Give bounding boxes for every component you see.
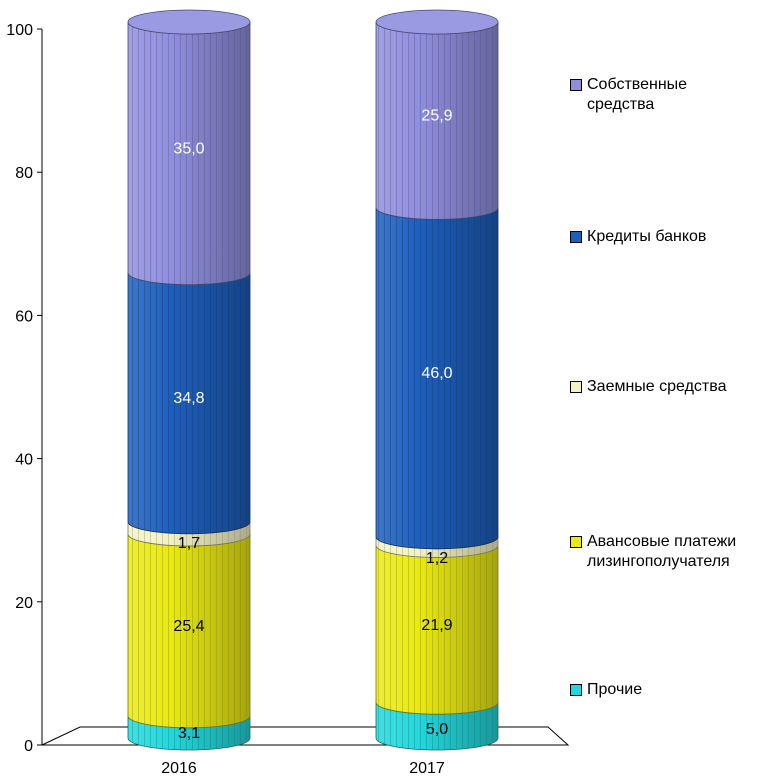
y-tick-label: 40 — [15, 452, 33, 469]
data-label: 46,0 — [421, 365, 452, 382]
legend-item-bank-loans: Кредиты банков — [570, 227, 706, 247]
legend-label-own-funds: Собственные средства — [587, 76, 688, 113]
bar-segment-texture — [127, 272, 250, 534]
legend-label-advance-payments: Авансовые платежи лизингополучателя — [587, 533, 737, 570]
y-tick-label: 100 — [6, 22, 33, 39]
legend-swatch-advance-payments — [570, 536, 582, 548]
data-label: 21,9 — [421, 617, 452, 634]
chart-legend: Прочие Авансовые платежи лизингополучате… — [570, 0, 780, 783]
data-label: 25,4 — [173, 618, 204, 635]
legend-label-other: Прочие — [587, 681, 643, 698]
bar-segment-texture — [376, 536, 498, 558]
legend-item-advance-payments: Авансовые платежи лизингополучателя — [570, 532, 736, 572]
y-tick-label: 80 — [15, 165, 33, 182]
data-label: 25,9 — [421, 108, 452, 125]
legend-item-borrowed-funds: Заемные средства — [570, 377, 726, 397]
data-label: 5,0 — [426, 721, 448, 738]
bar-segment-texture — [127, 533, 250, 728]
data-label: 35,0 — [173, 140, 204, 157]
y-tick-label: 60 — [15, 308, 33, 325]
bar-segment-texture — [376, 545, 498, 715]
legend-label-borrowed-funds: Заемные средства — [587, 378, 727, 395]
y-tick-label: 0 — [24, 738, 33, 755]
bar-top-cap — [375, 9, 499, 35]
bar-segment-texture — [376, 22, 498, 220]
legend-swatch-own-funds — [570, 79, 582, 91]
bar-segment-texture — [376, 207, 498, 549]
x-tick-label: 2016 — [161, 760, 197, 777]
legend-swatch-bank-loans — [570, 231, 582, 243]
bar-segment-texture — [376, 702, 498, 750]
bar-segment-texture — [127, 715, 250, 750]
bar-segment-texture — [128, 22, 250, 285]
legend-swatch-borrowed-funds — [570, 381, 582, 393]
data-label: 1,7 — [178, 535, 200, 552]
y-tick-label: 20 — [15, 595, 33, 612]
legend-label-bank-loans: Кредиты банков — [587, 228, 707, 245]
data-label: 1,2 — [426, 550, 448, 567]
data-label: 34,8 — [173, 390, 204, 407]
bar-top-cap — [127, 9, 251, 35]
data-label: 3,1 — [178, 725, 200, 742]
x-tick-label: 2017 — [409, 760, 445, 777]
legend-swatch-other — [570, 684, 582, 696]
legend-item-own-funds: Собственные средства — [570, 75, 687, 115]
legend-item-other: Прочие — [570, 680, 642, 700]
